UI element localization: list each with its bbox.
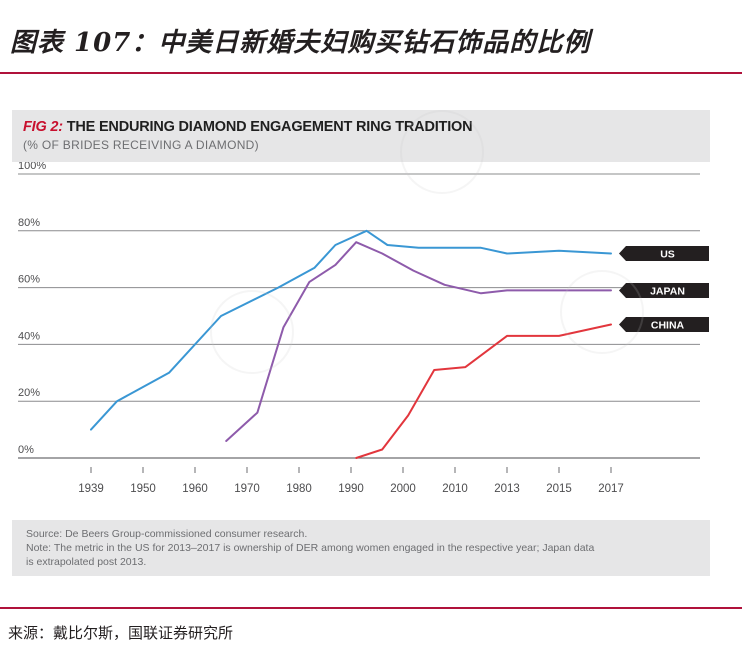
chart-panel: FIG 2: THE ENDURING DIAMOND ENGAGEMENT R… bbox=[12, 110, 710, 576]
series-label-japan: JAPAN bbox=[650, 285, 685, 297]
figure-label: FIG 2: bbox=[23, 119, 63, 135]
chart-title: THE ENDURING DIAMOND ENGAGEMENT RING TRA… bbox=[66, 119, 473, 135]
note-metric: Note: The metric in the US for 2013–2017… bbox=[26, 542, 595, 554]
x-tick-label: 2015 bbox=[546, 483, 572, 495]
source-divider bbox=[0, 607, 742, 609]
x-tick-label: 1980 bbox=[286, 483, 312, 495]
series-line-us bbox=[90, 229, 612, 431]
chart-subtitle: (% OF BRIDES RECEIVING A DIAMOND) bbox=[23, 138, 259, 152]
chart-notes: Source: De Beers Group-commissioned cons… bbox=[12, 520, 710, 576]
y-tick-label: 60% bbox=[18, 274, 40, 286]
y-tick-label: 0% bbox=[18, 444, 34, 456]
y-tick-label: 40% bbox=[18, 330, 40, 342]
y-tick-label: 80% bbox=[18, 217, 40, 229]
note-source: Source: De Beers Group-commissioned cons… bbox=[26, 528, 308, 540]
x-tick-label: 2000 bbox=[390, 483, 416, 495]
note-extrapolation: is extrapolated post 2013. bbox=[26, 556, 147, 568]
source-text: 来源：戴比尔斯，国联证券研究所 bbox=[8, 624, 234, 642]
series-label-china: CHINA bbox=[651, 320, 685, 332]
x-tick-label: 2013 bbox=[494, 483, 520, 495]
chart-heading: FIG 2: THE ENDURING DIAMOND ENGAGEMENT R… bbox=[23, 119, 473, 135]
series-label-tag bbox=[619, 317, 709, 333]
x-tick-label: 2017 bbox=[598, 483, 624, 495]
x-tick-label: 1950 bbox=[130, 483, 156, 495]
y-tick-label: 20% bbox=[18, 387, 40, 399]
series-line-japan bbox=[225, 241, 612, 442]
x-tick-label: 2010 bbox=[442, 483, 468, 495]
line-chart: 0% 20% 40% 60% 80% 100% 1939 1950 1960 1970 1980 19… bbox=[18, 162, 709, 495]
x-tick-label: 1939 bbox=[78, 483, 104, 495]
page-title: 图表 107：中美日新婚夫妇购买钻石饰品的比例 bbox=[10, 28, 591, 58]
y-tick-label: 100% bbox=[18, 162, 46, 172]
x-tick-label: 1990 bbox=[338, 483, 364, 495]
series-label-tag bbox=[619, 246, 709, 262]
series-label-us: US bbox=[660, 249, 675, 261]
chart-header: FIG 2: THE ENDURING DIAMOND ENGAGEMENT R… bbox=[12, 110, 710, 162]
series-label-tag bbox=[619, 282, 709, 298]
series-line-china bbox=[355, 323, 612, 459]
title-divider bbox=[0, 72, 742, 74]
x-tick-label: 1970 bbox=[234, 483, 260, 495]
x-tick-label: 1960 bbox=[182, 483, 208, 495]
